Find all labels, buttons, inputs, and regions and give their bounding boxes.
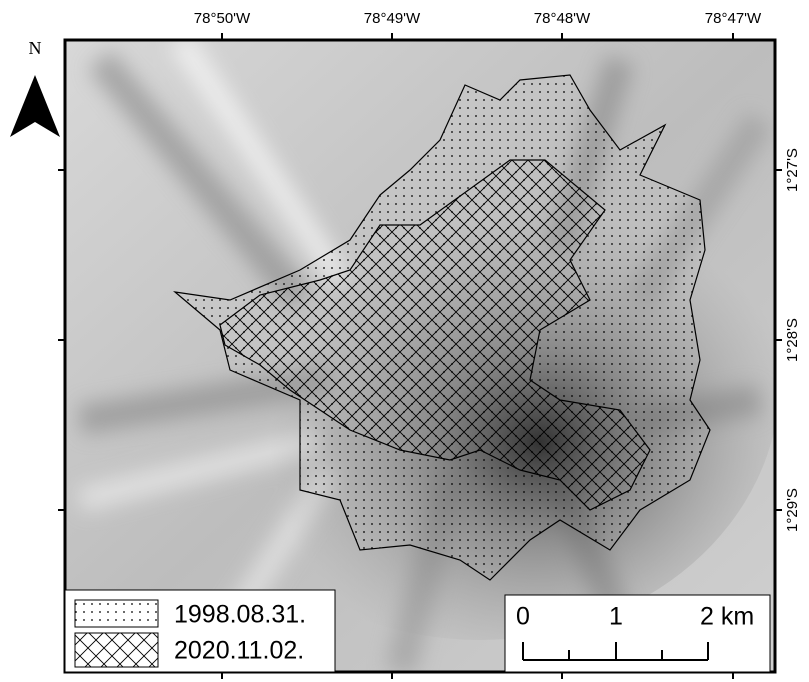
scale-label: 0 <box>516 603 530 631</box>
legend-swatch <box>75 633 158 667</box>
scale-bar: 0 1 2 km <box>505 595 770 672</box>
longitude-label: 78°48'W <box>534 10 591 27</box>
north-label: N <box>29 38 42 58</box>
legend-label: 2020.11.02. <box>174 637 304 665</box>
map-figure: 78°50'W 78°49'W 78°48'W 78°47'W 1°27'S 1… <box>0 0 809 682</box>
latitude-label: 1°28'S <box>784 318 801 362</box>
scale-label: 2 km <box>700 603 754 631</box>
latitude-label: 1°27'S <box>784 148 801 192</box>
latitude-label: 1°29'S <box>784 488 801 532</box>
longitude-label: 78°49'W <box>364 10 421 27</box>
map-area <box>65 40 780 672</box>
longitude-label: 78°47'W <box>705 10 762 27</box>
scale-label: 1 <box>609 603 623 631</box>
legend: 1998.08.31. 2020.11.02. <box>65 590 335 672</box>
legend-swatch <box>75 600 158 627</box>
north-arrow: N <box>10 38 60 137</box>
longitude-label: 78°50'W <box>194 10 251 27</box>
legend-label: 1998.08.31. <box>174 601 306 629</box>
